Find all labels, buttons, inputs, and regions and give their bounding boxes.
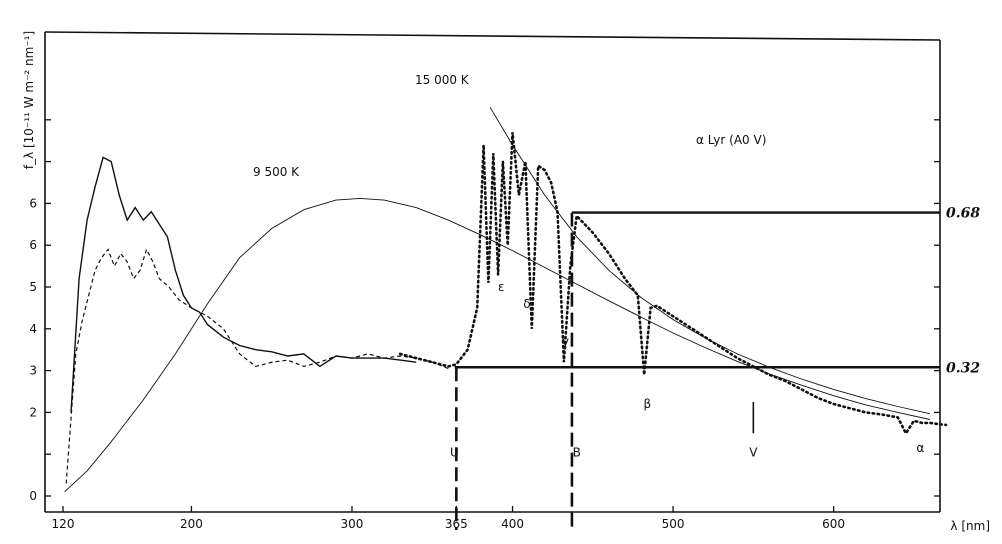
series-line-observed-solid	[70, 156, 417, 413]
axis-ticks: 120 200 300 365 400 500 600 0 2 3 4 5 6 6	[29, 119, 940, 531]
x-axis-label: λ [nm]	[950, 519, 990, 533]
y-tick-label-7: 6	[29, 196, 37, 210]
star-label: α Lyr (A0 V)	[696, 133, 766, 147]
reference-level-label-0: 0.68	[946, 206, 980, 222]
temp-label-15000: 15 000 K	[415, 73, 470, 87]
y-tick-label-2: 2	[29, 405, 37, 419]
x-tick-label-300: 300	[341, 517, 364, 531]
spectral-line-labels: ε δ γ β α	[498, 280, 924, 455]
y-tick-label-0: 0	[29, 489, 37, 503]
spectral-line-label-0: ε	[498, 280, 505, 294]
y-tick-label-3: 3	[29, 364, 37, 378]
y-tick-label-6: 6	[29, 238, 37, 252]
temp-label-9500: 9 500 K	[253, 165, 300, 179]
series-line-observed-dotted	[398, 132, 948, 436]
top-border	[44, 31, 941, 41]
reference-level-label-1: 0.32	[946, 360, 980, 376]
spectral-line-label-4: α	[916, 441, 924, 455]
filter-label-V: V	[749, 445, 758, 459]
y-tick-label-5: 5	[29, 280, 37, 294]
spectral-line-label-3: β	[644, 397, 652, 411]
spectral-line-label-1: δ	[523, 297, 530, 311]
y-axis-label: f_λ [10⁻¹¹ W m⁻² nm⁻¹]	[22, 31, 36, 169]
x-tick-label-400: 400	[501, 517, 524, 531]
filter-label-B: B	[573, 445, 581, 459]
x-tick-label-120: 120	[52, 517, 75, 531]
reference-levels: 0.68 0.32	[454, 206, 980, 530]
plot-frame	[44, 31, 941, 513]
series-layer	[64, 107, 948, 493]
filter-label-U: U	[450, 445, 459, 459]
x-tick-label-200: 200	[180, 517, 203, 531]
series-line-observed-dashed	[65, 247, 449, 484]
x-tick-label-500: 500	[662, 517, 685, 531]
x-tick-label-365: 365	[445, 517, 468, 531]
spectral-line-label-2: γ	[562, 335, 569, 349]
y-tick-label-4: 4	[29, 322, 37, 336]
x-tick-label-600: 600	[822, 517, 845, 531]
